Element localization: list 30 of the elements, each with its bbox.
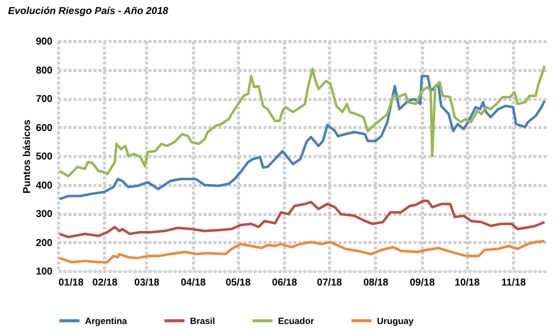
- x-tick-label: 05/18: [226, 278, 252, 288]
- y-tick-label: 900: [36, 36, 53, 48]
- x-tick-label: 04/18: [180, 278, 206, 288]
- y-tick-label: 500: [36, 152, 53, 162]
- chart-title: Evolución Riesgo País - Año 2018: [8, 6, 169, 17]
- line-series: [58, 240, 546, 264]
- x-tick-label: 01/18: [58, 278, 84, 288]
- x-tick-label: 09/18: [410, 278, 436, 288]
- line-series: [58, 64, 546, 178]
- line-series: [58, 74, 546, 200]
- x-tick-label: 03/18: [134, 278, 160, 288]
- legend-label: Uruguay: [377, 316, 414, 326]
- y-tick-label: 400: [36, 180, 53, 192]
- y-tick-label: 300: [36, 209, 53, 220]
- x-tick-label: 11/18: [501, 278, 526, 288]
- legend-label: Brasil: [190, 316, 216, 326]
- y-axis-title: Puntos básicos: [22, 119, 33, 194]
- y-tick-label: 200: [36, 238, 53, 249]
- y-tick-label: 700: [36, 94, 53, 105]
- y-tick-label: 600: [36, 122, 53, 134]
- x-tick-label: 06/18: [272, 278, 298, 288]
- line-series: [58, 200, 546, 238]
- x-tick-label: 08/18: [363, 278, 389, 288]
- x-tick-label: 10/18: [454, 278, 480, 288]
- y-tick-label: 100: [36, 266, 53, 278]
- x-tick-label: 02/18: [92, 278, 118, 288]
- x-tick-label: 07/18: [316, 278, 342, 288]
- legend-label: Ecuador: [278, 316, 315, 326]
- legend-label: Argentina: [85, 316, 128, 326]
- y-tick-label: 800: [36, 65, 53, 76]
